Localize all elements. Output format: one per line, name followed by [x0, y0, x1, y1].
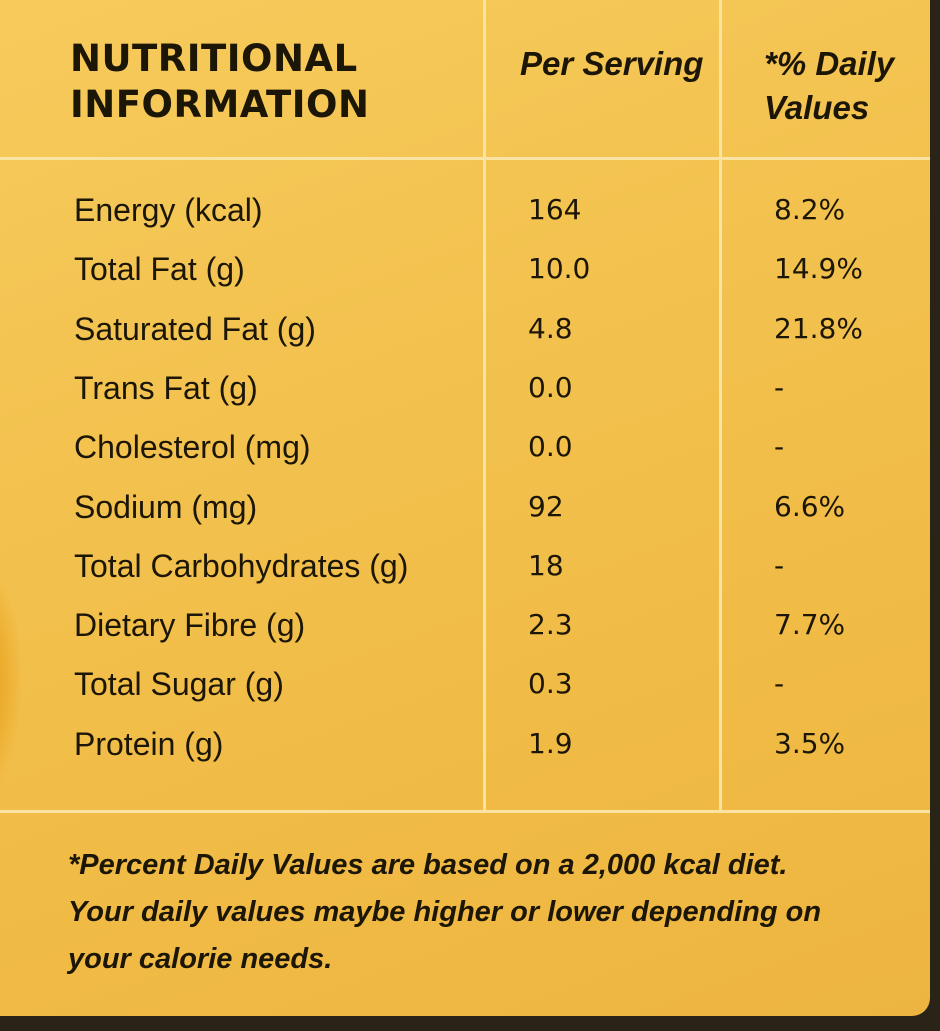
nutrition-panel: NUTRITIONAL INFORMATION Per Serving *% D… — [0, 0, 930, 1016]
nutrient-name: Total Fat (g) — [74, 251, 245, 288]
column-divider-1 — [483, 0, 486, 812]
nutrient-name: Sodium (mg) — [74, 488, 258, 525]
footnote: *Percent Daily Values are based on a 2,0… — [68, 842, 908, 983]
nutrient-name: Energy (kcal) — [74, 192, 263, 228]
table-row: Dietary Fibre (g) 2.3 7.7% — [0, 597, 930, 656]
table-row: Protein (g) 1.9 3.5% — [0, 716, 930, 775]
daily-value: - — [774, 430, 785, 464]
per-serving-value: 1.9 — [528, 726, 573, 760]
table-row: Energy (kcal) 164 8.2% — [0, 182, 930, 241]
column-divider-2 — [719, 0, 722, 812]
title-line-1: NUTRITIONAL — [70, 37, 358, 80]
table-row: Total Carbohydrates (g) 18 - — [0, 538, 930, 597]
daily-value: - — [774, 548, 785, 582]
nutrient-name: Cholesterol (mg) — [74, 429, 311, 466]
footer-divider — [0, 810, 930, 813]
footnote-line-2: Your daily values maybe higher or lower … — [68, 896, 822, 928]
daily-header-line-1: *% Daily — [764, 45, 895, 82]
daily-value: 7.7% — [774, 608, 846, 642]
per-serving-value: 10.0 — [528, 252, 591, 286]
daily-values-header: *% Daily Values — [764, 42, 924, 130]
daily-value: 8.2% — [774, 193, 846, 226]
per-serving-value: 0.3 — [528, 667, 573, 701]
header-divider — [0, 157, 930, 160]
nutrient-name: Protein (g) — [74, 725, 224, 762]
table-row: Sodium (mg) 92 6.6% — [0, 479, 930, 538]
table-row: Total Fat (g) 10.0 14.9% — [0, 241, 930, 300]
daily-value: - — [774, 370, 785, 404]
per-serving-value: 164 — [528, 193, 582, 226]
daily-value: 6.6% — [774, 489, 846, 523]
table-row: Trans Fat (g) 0.0 - — [0, 360, 930, 419]
nutrient-name: Total Sugar (g) — [74, 666, 284, 703]
title-line-2: INFORMATION — [70, 83, 370, 126]
table-row: Cholesterol (mg) 0.0 - — [0, 419, 930, 478]
daily-value: 3.5% — [774, 726, 846, 760]
nutrient-name: Trans Fat (g) — [74, 369, 258, 406]
daily-header-line-2: Values — [764, 89, 870, 126]
per-serving-value: 0.0 — [528, 370, 573, 404]
daily-value: 21.8% — [774, 311, 863, 345]
daily-value: - — [774, 667, 785, 701]
per-serving-value: 4.8 — [528, 311, 573, 345]
nutrient-name: Saturated Fat (g) — [74, 310, 316, 347]
per-serving-value: 18 — [528, 548, 564, 582]
per-serving-value: 92 — [528, 489, 564, 523]
nutrient-name: Dietary Fibre (g) — [74, 607, 306, 644]
per-serving-value: 0.0 — [528, 430, 573, 464]
table-row: Total Sugar (g) 0.3 - — [0, 656, 930, 715]
table-row: Saturated Fat (g) 4.8 21.8% — [0, 301, 930, 360]
footnote-line-3: your calorie needs. — [68, 943, 333, 975]
footnote-line-1: *Percent Daily Values are based on a 2,0… — [68, 849, 788, 881]
daily-value: 14.9% — [774, 252, 863, 286]
table-title: NUTRITIONAL INFORMATION — [70, 36, 470, 128]
nutrient-name: Total Carbohydrates (g) — [74, 547, 409, 584]
per-serving-value: 2.3 — [528, 608, 573, 642]
per-serving-header: Per Serving — [520, 45, 704, 82]
